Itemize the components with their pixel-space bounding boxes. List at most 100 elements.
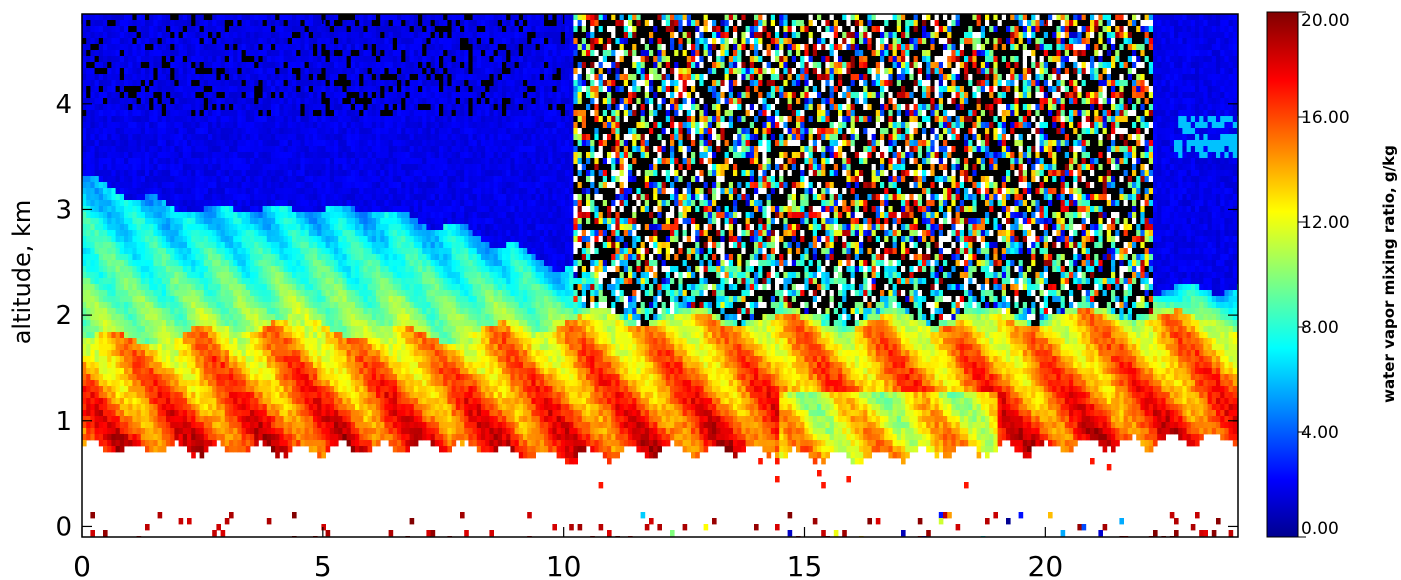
heatmap-cell-1037 <box>140 146 146 153</box>
heatmap-cell-3391 <box>275 290 280 297</box>
heatmap-cell-1100 <box>145 92 150 99</box>
heatmap-cell-3214 <box>266 104 272 111</box>
heatmap-cell-1401 <box>161 134 167 141</box>
heatmap-cell-995 <box>136 332 142 339</box>
heatmap-cell-1404 <box>161 152 167 159</box>
heatmap-cell-4907 <box>363 200 368 207</box>
heatmap-cell-461 <box>107 176 112 183</box>
heatmap-cell-3284 <box>271 86 276 93</box>
heatmap-cell-3381 <box>275 230 280 237</box>
heatmap-cell-4592 <box>346 56 352 63</box>
heatmap-cell-3569 <box>287 32 293 39</box>
heatmap-cell-3976 <box>308 296 314 303</box>
heatmap-cell-4437 <box>334 410 339 417</box>
heatmap-cell-2600 <box>229 338 234 345</box>
heatmap-cell-426 <box>103 416 108 423</box>
heatmap-cell-4725 <box>350 422 356 429</box>
heatmap-cell-4164 <box>321 98 326 105</box>
heatmap-cell-1743 <box>182 20 188 27</box>
heatmap-cell-4214 <box>321 398 326 405</box>
heatmap-cell-882 <box>132 86 137 93</box>
heatmap-cell-4923 <box>363 296 368 303</box>
heatmap-cell-4315 <box>329 110 335 117</box>
heatmap-cell-78 <box>86 50 91 57</box>
heatmap-cell-1066 <box>140 320 146 327</box>
heatmap-cell-3026 <box>254 266 259 273</box>
heatmap-cell-1394 <box>161 92 167 99</box>
heatmap-cell-3573 <box>287 56 293 63</box>
heatmap-cell-3625 <box>287 368 293 375</box>
heatmap-cell-4047 <box>313 284 318 291</box>
heatmap-cell-1581 <box>170 344 175 351</box>
heatmap-cell-2333 <box>216 50 221 57</box>
heatmap-cell-960 <box>136 122 142 129</box>
heatmap-cell-13 <box>82 92 87 99</box>
heatmap-cell-2373 <box>216 290 221 297</box>
heatmap-cell-2934 <box>250 146 255 153</box>
heatmap-cell-437 <box>107 32 112 39</box>
heatmap-cell-3627 <box>287 380 293 387</box>
heatmap-cell-714 <box>119 380 125 387</box>
heatmap-cell-4932 <box>363 350 368 357</box>
heatmap-cell-266 <box>94 314 100 321</box>
heatmap-cell-630 <box>115 314 121 321</box>
heatmap-cell-4535 <box>342 140 347 147</box>
heatmap-cell-1599 <box>174 20 179 27</box>
heatmap-cell-3552 <box>283 374 289 381</box>
heatmap-cell-2915 <box>250 32 255 39</box>
heatmap-cell-91 <box>86 128 91 135</box>
heatmap-cell-4120 <box>317 278 322 285</box>
heatmap-cell-1151 <box>145 398 150 405</box>
heatmap-cell-1605 <box>174 56 179 63</box>
heatmap-cell-1774 <box>182 206 188 213</box>
heatmap-cell-3606 <box>287 254 293 261</box>
heatmap-cell-1235 <box>153 20 158 27</box>
heatmap-cell-2614 <box>229 422 234 429</box>
heatmap-cell-4682 <box>350 164 356 171</box>
heatmap-cell-2383 <box>216 350 221 357</box>
heatmap-cell-2935 <box>250 152 255 159</box>
heatmap-cell-3348 <box>275 32 280 39</box>
heatmap-cell-4562 <box>342 302 347 309</box>
heatmap-cell-1779 <box>182 236 188 243</box>
heatmap-cell-4000 <box>308 440 314 447</box>
heatmap-cell-4003 <box>313 20 318 27</box>
heatmap-cell-4891 <box>363 104 368 111</box>
heatmap-cell-3451 <box>279 206 284 213</box>
heatmap-cell-51 <box>82 320 87 327</box>
heatmap-cell-4774 <box>355 278 360 285</box>
heatmap-cell-2230 <box>208 302 213 309</box>
heatmap-cell-586 <box>115 50 121 57</box>
heatmap-cell-1055 <box>140 254 146 261</box>
heatmap-cell-4275 <box>325 314 331 321</box>
heatmap-cell-3322 <box>271 314 276 321</box>
heatmap-cell-1063 <box>140 302 146 309</box>
heatmap-cell-1997 <box>195 224 200 231</box>
heatmap-cell-885 <box>132 104 137 111</box>
heatmap-cell-2058 <box>199 152 205 159</box>
heatmap-cell-619 <box>115 248 121 255</box>
heatmap-cell-3729 <box>296 110 301 117</box>
heatmap-cell-1033 <box>140 122 146 129</box>
heatmap-cell-2550 <box>229 38 234 45</box>
heatmap-cell-197 <box>90 338 95 345</box>
heatmap-cell-4835 <box>359 206 364 213</box>
heatmap-cell-2968 <box>250 350 255 357</box>
heatmap-cell-1049 <box>140 218 146 225</box>
heatmap-cell-1221 <box>149 374 154 381</box>
heatmap-cell-2254 <box>212 14 217 21</box>
heatmap-cell-763 <box>124 236 129 243</box>
heatmap-cell-1310 <box>157 32 163 39</box>
heatmap-cell-575 <box>111 422 116 429</box>
heatmap-cell-4406 <box>334 224 339 231</box>
heatmap-cell-2194 <box>208 86 213 93</box>
heatmap-cell-463 <box>107 188 112 195</box>
heatmap-cell-3516 <box>283 158 289 165</box>
heatmap-cell-1845 <box>187 200 192 207</box>
heatmap-cell-2292 <box>212 242 217 249</box>
heatmap-cell-4894 <box>363 122 368 129</box>
heatmap-cell-2785 <box>241 128 247 135</box>
heatmap-cell-349 <box>98 386 104 393</box>
heatmap-cell-3221 <box>266 146 272 153</box>
heatmap-cell-1736 <box>178 416 184 423</box>
